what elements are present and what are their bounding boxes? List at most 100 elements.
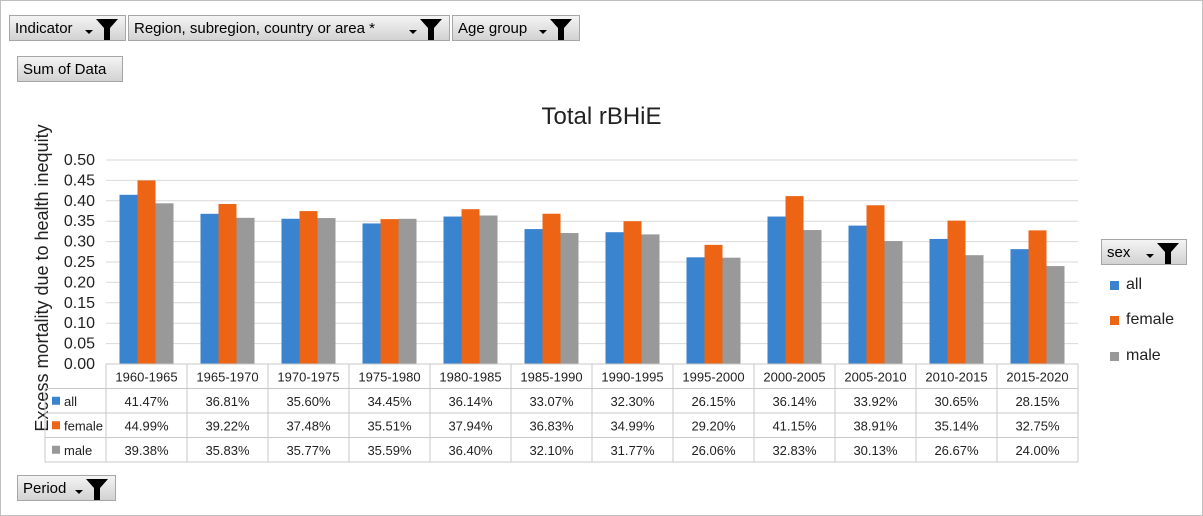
data-label: 26.67% [934, 443, 979, 458]
bar-female [785, 196, 804, 364]
indicator-filter-label: Indicator [15, 19, 73, 37]
bar-all [362, 223, 381, 364]
bar-male [479, 215, 498, 364]
y-tick-label: 0.05 [64, 336, 95, 353]
legend-swatch-female [1110, 315, 1119, 325]
legend-swatch-male [1110, 351, 1119, 361]
data-label: 35.51% [367, 418, 412, 433]
data-label: 32.83% [772, 443, 817, 458]
filter-funnel-icon [409, 16, 443, 40]
age-group-filter-label: Age group [458, 19, 528, 37]
bar-all [281, 218, 300, 364]
data-label: 30.65% [934, 394, 979, 409]
legend-label-male: male [1126, 347, 1161, 364]
data-label: 26.06% [691, 443, 736, 458]
data-label: 35.59% [367, 443, 412, 458]
y-tick-label: 0.00 [64, 356, 95, 373]
x-tick-label: 2010-2015 [925, 369, 987, 384]
bar-female [704, 244, 723, 364]
x-tick-label: 1985-1990 [520, 369, 582, 384]
sum-of-data-label: Sum of Data [23, 60, 107, 78]
bar-all [605, 232, 624, 364]
x-tick-label: 1975-1980 [358, 369, 420, 384]
x-tick-label: 2015-2020 [1006, 369, 1068, 384]
data-label: 35.77% [286, 443, 331, 458]
period-filter-button[interactable]: Period [17, 475, 116, 501]
bar-male [398, 218, 417, 364]
bar-female [137, 180, 156, 364]
filter-funnel-icon [539, 16, 573, 40]
bar-male [884, 241, 903, 364]
data-label: 35.14% [934, 418, 979, 433]
y-tick-label: 0.50 [64, 152, 95, 169]
x-tick-label: 1965-1970 [196, 369, 258, 384]
bar-all [686, 257, 705, 364]
sex-filter-button[interactable]: sex [1101, 239, 1187, 265]
bar-male [641, 234, 660, 364]
bar-male [722, 257, 741, 364]
bar-all [443, 216, 462, 364]
legend-label-all: all [1126, 276, 1143, 293]
table-series-label: all [64, 394, 77, 409]
data-label: 41.15% [772, 418, 817, 433]
data-label: 29.20% [691, 418, 736, 433]
data-label: 24.00% [1015, 443, 1060, 458]
region-filter-button[interactable]: Region, subregion, country or area * [128, 15, 450, 41]
bar-male [317, 218, 336, 364]
data-label: 26.15% [691, 394, 736, 409]
bar-male [965, 255, 984, 364]
x-tick-label: 1970-1975 [277, 369, 339, 384]
data-label: 32.30% [610, 394, 655, 409]
data-label: 36.14% [448, 394, 493, 409]
data-label: 36.81% [205, 394, 250, 409]
data-label: 32.75% [1015, 418, 1060, 433]
data-label: 44.99% [124, 418, 169, 433]
bar-female [866, 205, 885, 364]
data-label: 36.83% [529, 418, 574, 433]
bar-female [299, 211, 318, 364]
sex-filter-label: sex [1107, 243, 1131, 261]
table-series-label: male [64, 443, 92, 458]
bar-male [155, 203, 174, 364]
age-group-filter-button[interactable]: Age group [452, 15, 580, 41]
y-tick-label: 0.25 [64, 254, 95, 271]
data-label: 34.45% [367, 394, 412, 409]
bar-all [119, 194, 138, 364]
filter-funnel-icon [75, 476, 109, 500]
y-tick-label: 0.20 [64, 274, 95, 291]
data-label: 37.94% [448, 418, 493, 433]
data-label: 35.83% [205, 443, 250, 458]
bar-all [200, 213, 219, 364]
bar-all [767, 216, 786, 364]
bar-male [236, 217, 255, 364]
bar-female [218, 203, 237, 364]
x-tick-label: 2005-2010 [844, 369, 906, 384]
legend-label-female: female [1126, 311, 1175, 328]
sum-of-data-button[interactable]: Sum of Data [17, 56, 123, 82]
y-axis-label: Excess mortality due to health inequity [32, 124, 52, 431]
bar-male [803, 230, 822, 364]
x-tick-label: 1960-1965 [115, 369, 177, 384]
data-label: 34.99% [610, 418, 655, 433]
table-series-label: female [64, 418, 103, 433]
data-label: 32.10% [529, 443, 574, 458]
data-label: 36.40% [448, 443, 493, 458]
chart-title: Total rBHiE [541, 103, 662, 130]
data-label: 28.15% [1015, 394, 1060, 409]
data-label: 31.77% [610, 443, 655, 458]
x-tick-label: 1995-2000 [682, 369, 744, 384]
bar-all [929, 238, 948, 364]
data-label: 38.91% [853, 418, 898, 433]
bar-female [461, 209, 480, 364]
bar-female [623, 221, 642, 364]
bar-female [380, 219, 399, 364]
y-tick-label: 0.45 [64, 172, 95, 189]
filter-funnel-icon [85, 16, 119, 40]
filter-funnel-icon [1146, 240, 1180, 264]
table-legend-key-male [52, 445, 60, 454]
bar-all [524, 229, 543, 364]
x-tick-label: 2000-2005 [763, 369, 825, 384]
indicator-filter-button[interactable]: Indicator [9, 15, 126, 41]
data-label: 33.92% [853, 394, 898, 409]
